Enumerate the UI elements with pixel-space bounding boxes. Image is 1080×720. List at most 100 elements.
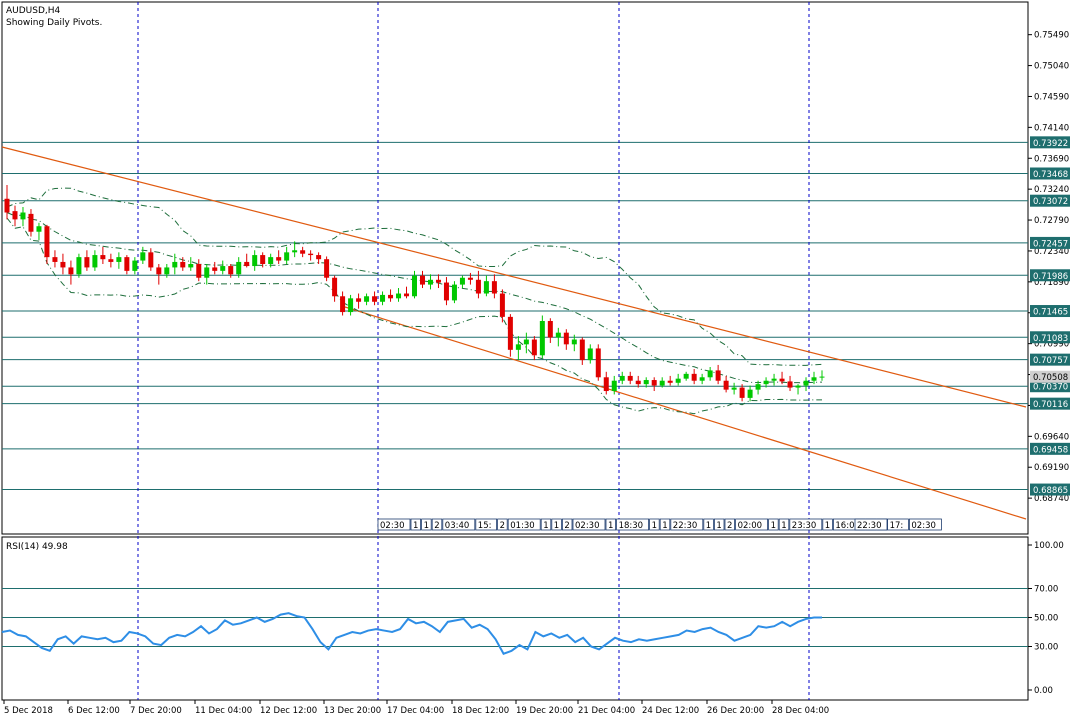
candle-body	[260, 255, 266, 264]
session-tag-label: 03:40	[445, 521, 470, 531]
session-tag-label: 01:30	[510, 521, 535, 531]
pivot-tag-label: 0.73072	[1033, 197, 1068, 207]
trend-channel[interactable]	[1, 146, 1027, 520]
session-tag-label: 1	[554, 521, 559, 531]
pivot-tag-box	[1030, 353, 1070, 366]
candle-body	[252, 255, 258, 267]
session-tag-box	[562, 518, 573, 531]
current-price-tag	[1030, 370, 1070, 383]
pivot-tag-box	[1030, 236, 1070, 249]
candle-body	[396, 293, 402, 299]
session-tag-label: 02:30	[911, 521, 936, 531]
pivot-price-tags: 0.73922 0.73468 0.73072 0.72457 0.71986 0.714…	[1030, 136, 1070, 496]
candle-body	[419, 275, 425, 285]
session-tag-box	[714, 518, 725, 531]
candle-body	[180, 261, 186, 268]
candle-body	[324, 259, 330, 278]
candle-body	[707, 370, 713, 378]
candle-body	[4, 198, 10, 213]
candle-body	[268, 257, 274, 264]
candle-body	[795, 385, 801, 388]
candle-body	[404, 293, 410, 297]
candle-body	[739, 387, 745, 398]
session-tag-label: 1	[608, 521, 613, 531]
session-tag-box	[421, 518, 432, 531]
price-tick-label: 0.73240	[1034, 185, 1069, 195]
session-tag-label: 1	[716, 521, 721, 531]
candle-body	[611, 380, 617, 392]
candle-body	[571, 339, 577, 345]
candle-body	[547, 320, 553, 338]
candle-body	[108, 259, 114, 262]
candle-body	[20, 212, 26, 220]
session-tag-label: 1	[413, 521, 418, 531]
price-tick-label: 0.72790	[1034, 216, 1069, 226]
candle-body	[539, 320, 545, 356]
session-tag-label: 2	[500, 521, 505, 531]
candle-body	[284, 252, 290, 261]
candle-body	[188, 264, 194, 268]
candle-body	[667, 380, 673, 383]
candle-body	[459, 277, 465, 285]
session-tag-label: 18:30	[619, 521, 644, 531]
session-tag-label: 1	[771, 521, 776, 531]
session-tag-label: 16:00	[835, 521, 860, 531]
session-tag-box	[377, 518, 411, 531]
session-tag-label: 22:30	[857, 521, 882, 531]
pivot-tag-box	[1030, 331, 1070, 344]
session-tag-box	[768, 518, 779, 531]
candle-body	[148, 252, 154, 268]
candle-body	[340, 296, 346, 313]
candle-body	[779, 378, 785, 382]
session-tag-box	[475, 518, 497, 531]
rsi-level-label: 50.00	[1034, 614, 1058, 624]
candle-body	[204, 267, 210, 278]
time-tick-label: 13 Dec 20:00	[324, 706, 381, 716]
candle-body	[691, 373, 697, 381]
candle-body	[651, 380, 657, 386]
candle-body	[292, 250, 298, 253]
channel-lower-line[interactable]	[344, 306, 1027, 520]
session-tag-label: 1	[424, 521, 429, 531]
session-tag-label: 22:30	[673, 521, 698, 531]
candle-body	[196, 264, 202, 278]
session-tag-box	[616, 518, 649, 531]
session-tag-box	[703, 518, 714, 531]
candle-body	[443, 282, 449, 301]
candle-body	[156, 267, 162, 275]
channel-upper-line[interactable]	[1, 146, 1027, 408]
candle-body	[787, 381, 793, 388]
rsi-panel-frame	[1, 536, 1029, 701]
rsi-level-label: 30.00	[1034, 643, 1058, 653]
candle-body	[587, 348, 593, 361]
candle-body	[723, 380, 729, 390]
current-price-label: 0.70508	[1033, 373, 1068, 383]
session-tag-label: 2	[434, 521, 439, 531]
candle-body	[164, 267, 170, 275]
session-tag-box	[431, 518, 443, 531]
pivot-tag-box	[1030, 397, 1070, 410]
candle-body	[755, 384, 761, 390]
candle-body	[435, 279, 441, 283]
price-tick-label: 0.74140	[1034, 123, 1069, 133]
candle-body	[491, 281, 497, 294]
session-tag-label: 1	[825, 521, 830, 531]
candle-body	[619, 375, 625, 381]
band-lower	[6, 217, 823, 415]
pivot-tag-box	[1030, 305, 1070, 318]
candle-body	[555, 332, 561, 338]
candle-body	[332, 277, 338, 297]
candle-body	[579, 339, 585, 361]
candle-body	[747, 389, 753, 398]
rsi-line	[1, 612, 822, 655]
candle-body	[699, 377, 705, 381]
session-tag-label: 02:30	[575, 521, 600, 531]
price-tick-label: 0.74590	[1034, 92, 1069, 102]
session-tag-box	[442, 518, 476, 531]
time-tick-label: 5 Dec 2018	[4, 706, 53, 716]
candle-body	[507, 316, 513, 350]
candle-body	[731, 387, 737, 390]
session-tag-box	[735, 518, 768, 531]
session-tag-box	[724, 518, 736, 531]
